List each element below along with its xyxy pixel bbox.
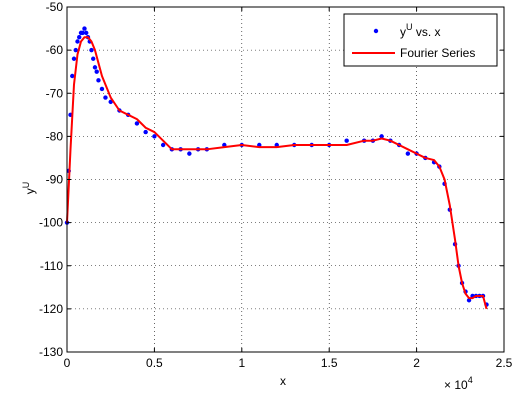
scatter-point bbox=[405, 151, 411, 156]
x-axis-label: x bbox=[280, 374, 286, 388]
scatter-point bbox=[91, 56, 96, 61]
scatter-point bbox=[143, 129, 148, 135]
tick-marks bbox=[66, 6, 505, 353]
scatter-point bbox=[134, 121, 140, 126]
grid-lines bbox=[67, 7, 504, 352]
x-tick-label: 1 bbox=[238, 356, 245, 370]
y-axis-label-base: y bbox=[23, 188, 37, 194]
scatter-point bbox=[84, 30, 89, 36]
scatter-point bbox=[82, 26, 87, 31]
y-tick-label: -90 bbox=[46, 173, 64, 187]
y-tick-label: -120 bbox=[39, 302, 63, 316]
series-scatter-points bbox=[64, 26, 489, 307]
x-axis-multiplier: × 104 bbox=[444, 375, 473, 392]
scatter-point bbox=[71, 56, 77, 61]
series-layer bbox=[64, 26, 489, 310]
scatter-point bbox=[92, 65, 98, 70]
x-tick-label: 0.5 bbox=[146, 356, 163, 370]
scatter-point bbox=[344, 138, 349, 143]
y-tick-label: -100 bbox=[39, 216, 63, 230]
legend-box bbox=[343, 13, 498, 67]
x-tick-label: 2.5 bbox=[496, 356, 513, 370]
scatter-point bbox=[94, 69, 99, 74]
fourier-series-line bbox=[66, 36, 488, 310]
legend-label-scatter-base: y bbox=[400, 25, 406, 39]
x-axis-multiplier-exponent: 4 bbox=[468, 375, 473, 385]
legend-label-scatter: yU vs. x bbox=[400, 22, 441, 39]
scatter-point bbox=[99, 86, 105, 92]
scatter-point bbox=[103, 95, 108, 100]
y-tick-label: -60 bbox=[46, 43, 64, 57]
x-tick-label: 1.5 bbox=[321, 356, 338, 370]
y-axis-label-sup: U bbox=[21, 182, 31, 189]
scatter-point bbox=[187, 151, 192, 156]
x-tick-label: 2 bbox=[413, 356, 420, 370]
scatter-point bbox=[160, 142, 166, 148]
scatter-point bbox=[466, 298, 472, 303]
y-tick-labels: -50 -60 -70 -80 -90 -100 -110 -120 -130 bbox=[39, 0, 63, 359]
legend-label-fourier: Fourier Series bbox=[400, 46, 475, 60]
legend: yU vs. x Fourier Series bbox=[343, 13, 498, 67]
scatter-point bbox=[89, 47, 94, 53]
y-tick-label: -110 bbox=[40, 259, 63, 273]
legend-marker-scatter bbox=[373, 28, 379, 34]
legend-label-scatter-rest: vs. x bbox=[413, 25, 441, 39]
y-tick-label: -130 bbox=[39, 345, 63, 359]
y-tick-label: -70 bbox=[46, 86, 64, 100]
y-tick-label: -50 bbox=[46, 0, 64, 14]
scatter-point bbox=[379, 134, 384, 139]
y-tick-label: -80 bbox=[46, 129, 64, 143]
scatter-point bbox=[77, 34, 82, 40]
y-axis-label: yU bbox=[21, 182, 37, 195]
x-axis-multiplier-base: × 10 bbox=[444, 378, 468, 392]
scatter-point bbox=[96, 78, 101, 83]
scatter-point bbox=[75, 39, 80, 44]
scatter-point bbox=[70, 73, 75, 79]
scatter-point bbox=[152, 134, 157, 139]
scatter-point bbox=[73, 47, 78, 53]
scatter-point bbox=[80, 30, 85, 36]
x-tick-label: 0 bbox=[64, 356, 71, 370]
legend-label-scatter-sup: U bbox=[406, 22, 413, 32]
x-tick-labels: 0 0.5 1 1.5 2 2.5 bbox=[64, 356, 513, 370]
